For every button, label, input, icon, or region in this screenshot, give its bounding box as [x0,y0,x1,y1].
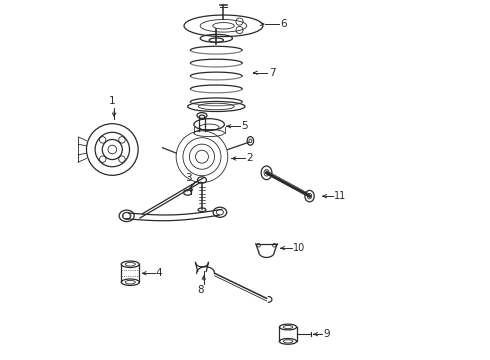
Text: 7: 7 [269,68,276,78]
Text: 10: 10 [294,243,306,253]
Text: 1: 1 [109,96,116,107]
Text: 4: 4 [156,268,162,278]
Text: 3: 3 [185,173,192,183]
Text: 6: 6 [280,19,287,29]
Text: 9: 9 [323,329,330,339]
Text: 2: 2 [246,153,253,163]
Text: 11: 11 [334,191,346,201]
Text: 5: 5 [241,121,247,131]
Text: 8: 8 [197,285,203,295]
